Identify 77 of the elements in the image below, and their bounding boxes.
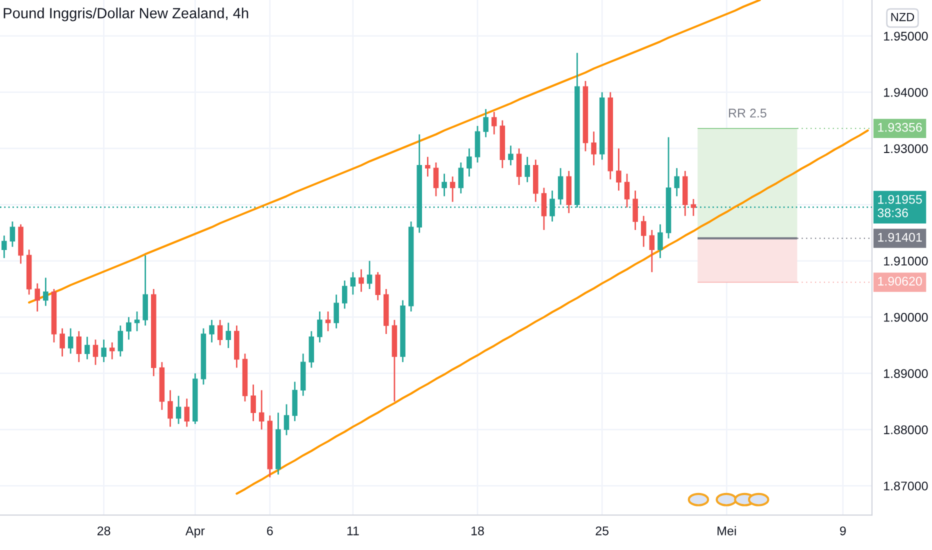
ref-line-label: 1.90620	[878, 276, 922, 286]
candlestick	[442, 173, 447, 197]
y-tick-label: 1.91000	[884, 256, 928, 266]
candlestick	[350, 271, 356, 296]
y-tick-label: 1.90000	[884, 312, 928, 322]
line-series	[236, 129, 869, 495]
candlestick	[632, 190, 638, 231]
candlestick	[34, 282, 40, 312]
y-tick-label: 1.93000	[884, 144, 928, 154]
candlestick	[491, 111, 497, 136]
candlestick	[524, 156, 530, 183]
x-tick-label: 28	[97, 526, 110, 536]
candlestick	[690, 198, 696, 217]
x-tick-label: 6	[267, 526, 273, 536]
candlestick	[209, 319, 214, 344]
y-tick-label: 1.88000	[884, 425, 928, 434]
candlestick	[334, 294, 339, 330]
ref-line-label: 1.93356	[878, 122, 922, 132]
candlestick	[60, 328, 65, 358]
candlestick	[624, 173, 630, 208]
candlestick	[184, 398, 190, 428]
candlestick	[483, 108, 488, 138]
band-label: RR 2.5	[728, 108, 766, 118]
candlestick	[226, 322, 232, 349]
candlestick	[616, 148, 622, 192]
x-tick-label: Mei	[718, 526, 736, 536]
candlestick	[658, 224, 663, 259]
x-tick-label: Apr	[185, 526, 205, 538]
x-tick-label: 9	[840, 526, 846, 536]
candlestick	[508, 144, 514, 166]
candlestick	[558, 167, 564, 206]
candlestick	[342, 280, 348, 310]
candlestick	[76, 330, 82, 363]
x-tick-label: 11	[347, 526, 359, 536]
candlestick	[325, 310, 331, 332]
candlestick	[433, 162, 439, 197]
y-tick-label: 1.95000	[884, 32, 928, 41]
candlestick	[450, 176, 456, 203]
candlestick	[366, 260, 372, 290]
x-tick-label: 18	[472, 526, 484, 536]
candlestick	[258, 390, 264, 430]
candlestick	[92, 338, 98, 366]
candlestick	[2, 234, 7, 259]
candlestick	[466, 148, 472, 178]
x-tick-label: 25	[596, 526, 609, 536]
candlestick	[101, 338, 106, 363]
candlestick	[591, 130, 596, 166]
candlestick	[126, 316, 132, 340]
y-axis-title: NZD	[891, 12, 914, 22]
candlestick	[43, 277, 48, 307]
candlestick	[458, 162, 464, 194]
candlestick	[674, 167, 680, 197]
ref-line-label: 1.91401	[878, 232, 922, 242]
candlestick	[109, 342, 115, 360]
y-tick-label: 1.89000	[884, 369, 928, 378]
candlestick	[84, 336, 90, 360]
candlestick	[425, 156, 430, 178]
candlestick	[317, 310, 322, 344]
candlestick	[640, 215, 646, 248]
candlestick	[134, 310, 140, 332]
candlestick	[358, 268, 364, 292]
ref-line-label: 1.91955 38:36	[878, 194, 922, 218]
candlestick	[284, 404, 290, 436]
chart-title: Pound Inggris/Dollar New Zealand, 4h	[4, 8, 248, 22]
candlestick	[516, 148, 522, 186]
candlestick	[375, 271, 380, 301]
candlestick	[10, 220, 16, 248]
candlestick	[118, 324, 124, 358]
y-tick-label: 1.94000	[884, 88, 928, 97]
candlestick	[649, 229, 655, 273]
candlestick	[541, 187, 547, 231]
y-tick-label: 1.87000	[884, 482, 928, 490]
candlestick	[250, 384, 256, 422]
candlestick	[68, 328, 74, 354]
candlestick	[176, 395, 182, 425]
candlestick	[217, 319, 223, 346]
candlestick	[168, 390, 173, 428]
